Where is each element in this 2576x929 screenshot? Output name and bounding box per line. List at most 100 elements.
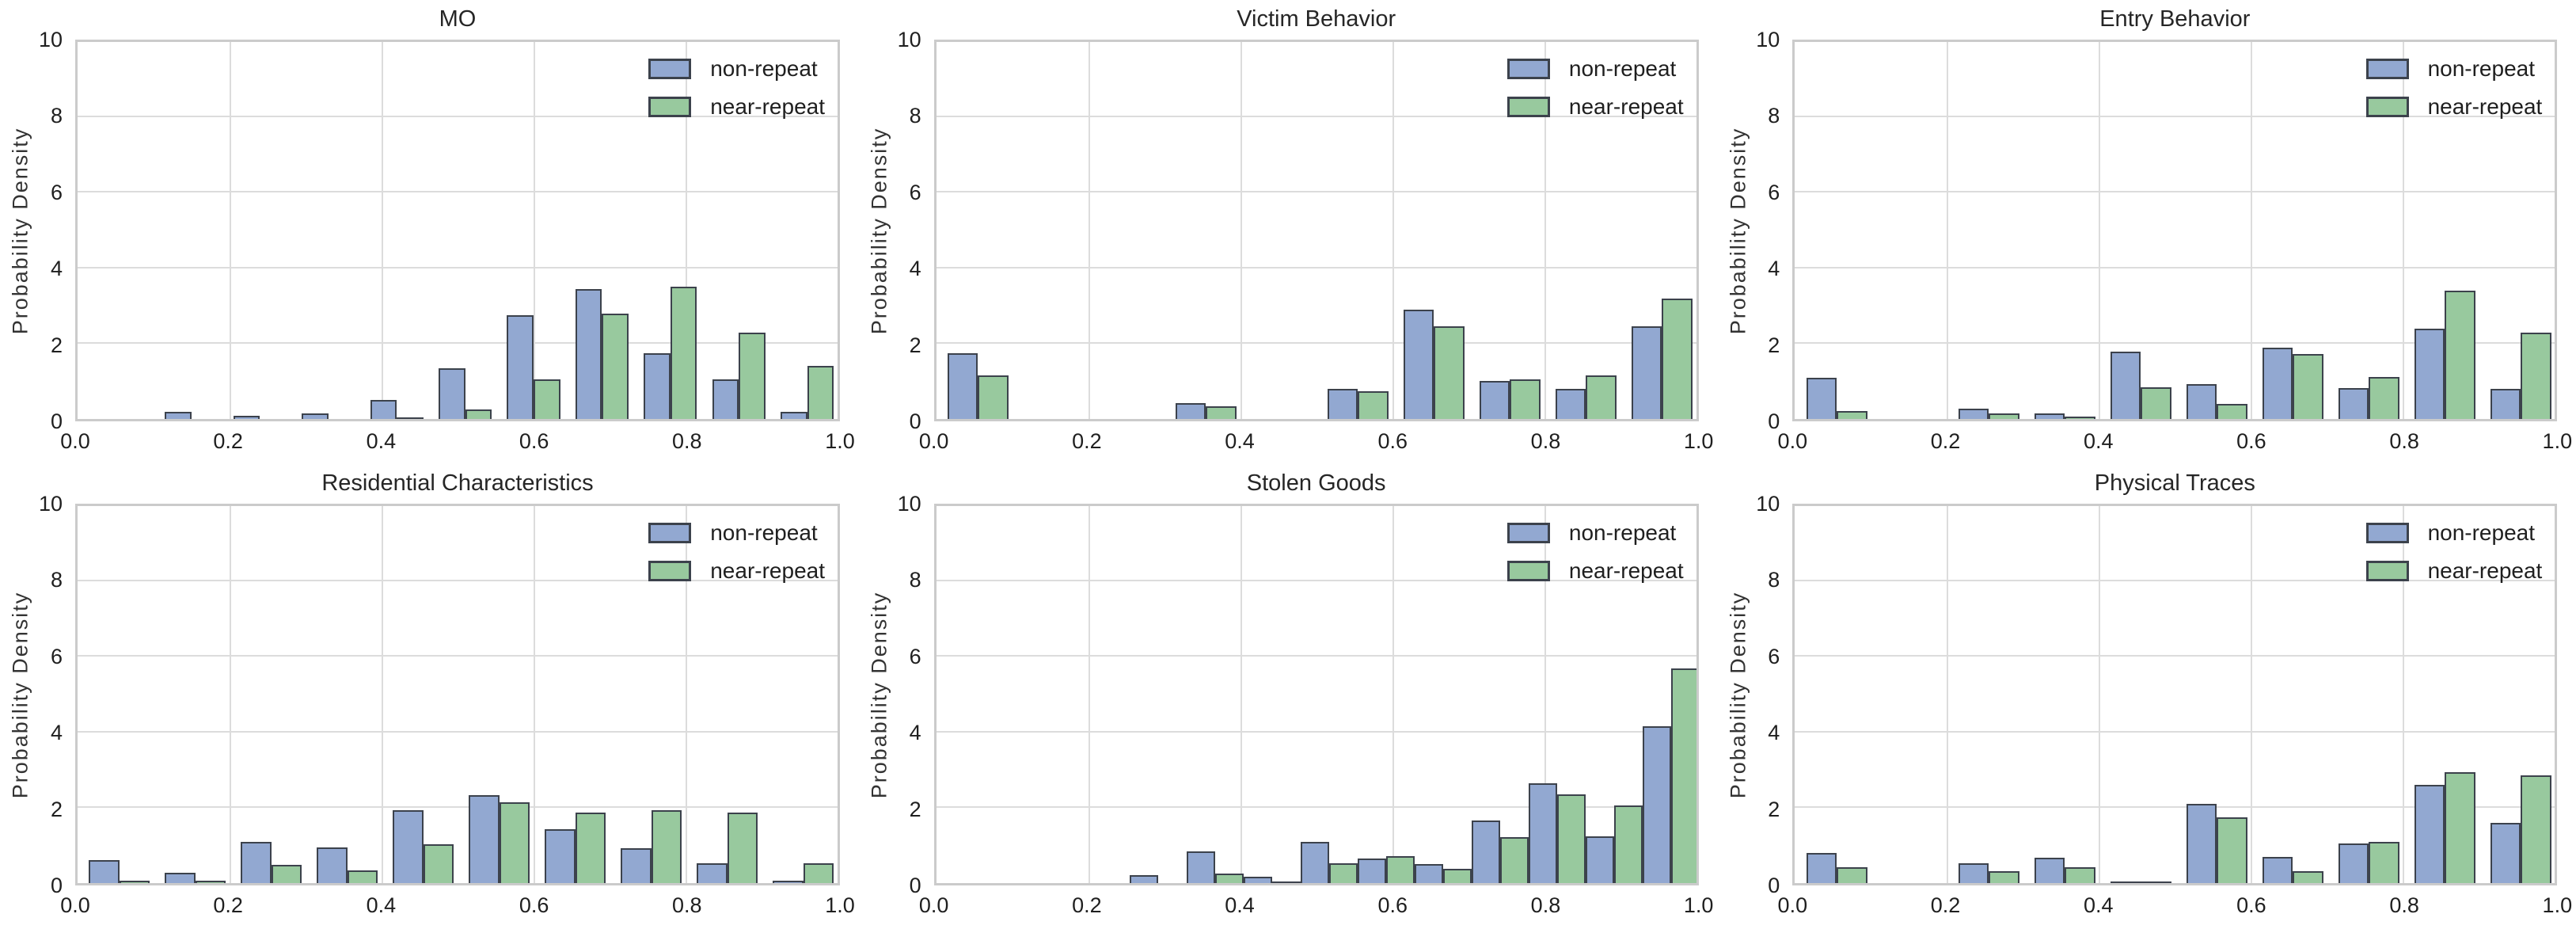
- legend-item-non-repeat: non-repeat: [648, 520, 825, 546]
- near-repeat-bar: [1614, 805, 1643, 883]
- near-repeat-bar: [2141, 386, 2171, 419]
- near-repeat-bar: [1989, 413, 2019, 419]
- x-tick-label: 0.6: [2236, 429, 2266, 453]
- near-repeat-bar: [2217, 817, 2247, 883]
- y-tick-label: 4: [1768, 721, 1780, 745]
- y-tick-label: 0: [50, 874, 63, 897]
- near-repeat-bar: [2521, 775, 2551, 883]
- legend-item-near-repeat: near-repeat: [2365, 94, 2542, 120]
- horizontal-gridline: [936, 266, 1696, 268]
- non-repeat-bar: [575, 288, 602, 419]
- x-tick-label: 1.0: [825, 893, 855, 917]
- y-tick-label: 10: [897, 28, 921, 51]
- plot-area: non-repeat near-repeat: [933, 40, 1699, 421]
- near-repeat-bar: [1206, 406, 1237, 419]
- y-tick-label: 4: [909, 257, 921, 281]
- vertical-gridline: [2403, 506, 2405, 883]
- y-tick-label: 10: [1756, 28, 1780, 51]
- legend-item-non-repeat: non-repeat: [648, 56, 825, 82]
- non-repeat-bar: [1187, 851, 1216, 883]
- near-repeat-swatch: [2365, 561, 2409, 581]
- non-repeat-bar: [948, 352, 978, 419]
- near-repeat-bar: [575, 813, 606, 883]
- horizontal-gridline: [78, 580, 838, 582]
- non-repeat-bar: [469, 795, 500, 883]
- near-repeat-bar: [2293, 870, 2323, 883]
- y-tick-label: 0: [1768, 409, 1780, 433]
- y-tick-label: 10: [38, 492, 63, 516]
- vertical-gridline: [686, 42, 687, 419]
- near-repeat-bar: [534, 379, 560, 419]
- x-tick-label: 0.6: [519, 893, 549, 917]
- y-tick-label: 10: [897, 492, 921, 516]
- non-repeat-bar: [1958, 863, 1989, 883]
- near-repeat-bar: [195, 881, 226, 883]
- non-repeat-bar: [507, 315, 534, 419]
- horizontal-gridline: [1795, 805, 2555, 808]
- near-repeat-bar: [2445, 771, 2475, 883]
- non-repeat-bar: [2186, 804, 2217, 883]
- y-tick-label: 2: [909, 333, 921, 357]
- x-tick-label: 0.0: [60, 893, 90, 917]
- vertical-gridline: [2251, 506, 2253, 883]
- vertical-gridline: [1947, 506, 1949, 883]
- legend-item-non-repeat: non-repeat: [2365, 56, 2543, 82]
- y-tick-label: 0: [50, 409, 63, 433]
- plot-title: Victim Behavior: [1237, 6, 1396, 32]
- vertical-gridline: [2099, 42, 2101, 419]
- legend-label: non-repeat: [1568, 56, 1677, 81]
- y-tick-label: 8: [1768, 104, 1780, 128]
- x-tick-label: 0.4: [2083, 429, 2114, 453]
- vertical-gridline: [686, 506, 687, 883]
- plot-area: non-repeat near-repeat: [1792, 40, 2558, 421]
- near-repeat-bar: [2369, 376, 2399, 419]
- x-tick-label: 1.0: [1683, 893, 1714, 917]
- x-tick-label: 0.6: [2236, 893, 2266, 917]
- subplot-physical-traces: Physical Traces Probability Density non-…: [1717, 464, 2576, 929]
- vertical-gridline: [1240, 506, 1242, 883]
- plot-area: non-repeat near-repeat: [933, 504, 1699, 885]
- vertical-gridline: [1544, 506, 1546, 883]
- horizontal-gridline: [936, 730, 1696, 733]
- non-repeat-bar: [1404, 309, 1434, 419]
- non-repeat-bar: [2414, 328, 2445, 419]
- near-repeat-bar: [499, 801, 530, 883]
- plot-area: non-repeat near-repeat: [1792, 504, 2558, 885]
- y-tick-label: 0: [1768, 874, 1780, 897]
- plot-area: non-repeat near-repeat: [75, 40, 840, 421]
- near-repeat-bar: [739, 332, 766, 419]
- non-repeat-bar: [2338, 843, 2369, 883]
- near-repeat-bar: [1386, 855, 1415, 883]
- non-repeat-bar: [165, 872, 196, 883]
- non-repeat-bar: [1806, 852, 1837, 883]
- non-repeat-bar: [1176, 403, 1206, 419]
- near-repeat-bar: [1358, 391, 1389, 419]
- x-tick-label: 0.4: [2083, 893, 2114, 917]
- y-tick-label: 6: [50, 644, 63, 668]
- x-tick-label: 0.0: [1777, 429, 1808, 453]
- non-repeat-bar: [1806, 377, 1837, 419]
- non-repeat-bar: [2110, 352, 2141, 419]
- near-repeat-bar: [1329, 863, 1358, 883]
- legend: non-repeat near-repeat: [1506, 56, 1684, 120]
- x-tick-label: 0.2: [213, 893, 243, 917]
- subplot-stolen-goods: Stolen Goods Probability Density non-rep…: [859, 464, 1718, 929]
- plot-title: Residential Characteristics: [321, 470, 594, 496]
- y-tick-label: 4: [909, 721, 921, 745]
- vertical-gridline: [2251, 42, 2253, 419]
- y-tick-label: 8: [50, 104, 63, 128]
- subplot-residential-characteristics: Residential Characteristics Probability …: [0, 464, 859, 929]
- horizontal-gridline: [78, 191, 838, 193]
- non-repeat-bar: [2186, 383, 2217, 419]
- legend: non-repeat near-repeat: [1506, 520, 1684, 584]
- legend-label: non-repeat: [2427, 520, 2535, 545]
- horizontal-gridline: [78, 341, 838, 344]
- horizontal-gridline: [936, 341, 1696, 344]
- near-repeat-bar: [1671, 668, 1696, 883]
- near-repeat-bar: [1837, 411, 1867, 419]
- x-tick-label: 1.0: [2542, 429, 2573, 453]
- x-tick-label: 0.2: [1930, 893, 1961, 917]
- vertical-gridline: [1947, 42, 1949, 419]
- x-tick-label: 0.2: [1072, 893, 1102, 917]
- vertical-gridline: [230, 506, 231, 883]
